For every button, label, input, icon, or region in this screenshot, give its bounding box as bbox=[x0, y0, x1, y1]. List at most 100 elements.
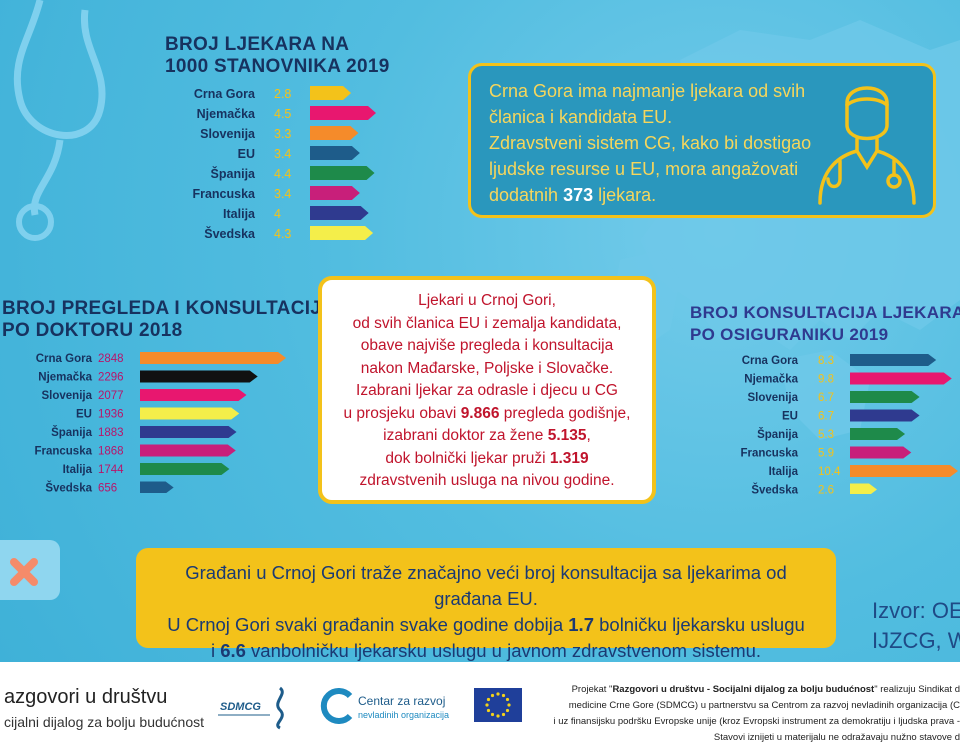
value-label: 2.8 bbox=[274, 87, 291, 101]
doctor-icon bbox=[818, 86, 916, 205]
bar bbox=[850, 446, 912, 459]
bar bbox=[140, 407, 240, 420]
category-label: Italija bbox=[223, 207, 256, 221]
eu-star bbox=[486, 708, 491, 713]
yellow-box-text: Građani u Crnoj Gori traže značajno veći… bbox=[167, 562, 805, 661]
category-label: Španija bbox=[757, 428, 799, 441]
chart-exams-per-doctor: Crna Gora 2848 Njemačka 2296 Slovenija 2077 EU… bbox=[34, 352, 286, 494]
category-label: Francuska bbox=[740, 448, 798, 460]
value-label: 3.4 bbox=[274, 147, 291, 161]
category-label: Francuska bbox=[34, 446, 92, 458]
eu-star bbox=[505, 708, 510, 713]
chart2-title: BROJ PREGLEDA I KONSULTACIJA PO DOKTORU 2… bbox=[2, 298, 336, 341]
bar bbox=[140, 481, 174, 493]
eu-star bbox=[496, 714, 500, 718]
category-label: EU bbox=[238, 147, 255, 161]
category-label: Švedska bbox=[45, 482, 92, 494]
category-label: Francuska bbox=[192, 187, 256, 201]
bar bbox=[850, 372, 952, 385]
eu-star bbox=[486, 697, 491, 702]
value-label: 1883 bbox=[98, 427, 124, 439]
chart1-title: BROJ LJEKARA NA 1000 STANOVNIKA 2019 bbox=[165, 34, 390, 77]
eu-star bbox=[507, 703, 511, 707]
category-label: Italija bbox=[769, 466, 799, 478]
value-label: 10.4 bbox=[818, 466, 841, 478]
eu-star bbox=[501, 693, 506, 698]
bar bbox=[310, 186, 360, 200]
eu-box-text: Crna Gora ima najmanje ljekara od svih č… bbox=[489, 81, 812, 205]
category-label: Njemačka bbox=[38, 372, 92, 384]
value-label: 4.3 bbox=[274, 227, 291, 241]
category-label: Njemačka bbox=[197, 107, 256, 121]
footer-project-subtitle: cijalni dijalog za bolju budućnost bbox=[4, 714, 205, 730]
first-aid-icon bbox=[0, 540, 60, 600]
source-note: Izvor: OECIJZCG, W bbox=[872, 598, 960, 653]
eu-star bbox=[490, 712, 495, 717]
bar bbox=[850, 428, 906, 440]
value-label: 4.5 bbox=[274, 107, 291, 121]
category-label: Crna Gora bbox=[36, 353, 93, 365]
centar-logo-subtitle: nevladinih organizacija bbox=[358, 710, 450, 720]
bar bbox=[140, 352, 286, 364]
category-label: Švedska bbox=[751, 484, 798, 495]
doctors-workload-box: Ljekari u Crnoj Gori, od svih članica EU… bbox=[318, 276, 656, 504]
category-label: Crna Gora bbox=[742, 355, 799, 367]
category-label: Slovenija bbox=[200, 127, 256, 141]
value-label: 3.4 bbox=[274, 187, 291, 201]
stethoscope-icon bbox=[13, 0, 106, 241]
category-label: EU bbox=[76, 409, 92, 421]
value-label: 2296 bbox=[98, 372, 124, 384]
value-label: 6.7 bbox=[818, 411, 834, 423]
bar bbox=[140, 389, 247, 401]
value-label: 1868 bbox=[98, 446, 124, 458]
bar bbox=[850, 391, 920, 403]
value-label: 2848 bbox=[98, 353, 124, 365]
bar bbox=[310, 146, 360, 160]
footer-disclaimer: Projekat "Razgovori u društvu - Socijaln… bbox=[553, 684, 960, 743]
category-label: Njemačka bbox=[744, 374, 798, 386]
value-label: 2077 bbox=[98, 390, 124, 402]
bar bbox=[140, 444, 236, 457]
value-label: 4.4 bbox=[274, 167, 291, 181]
sdmcg-logo-text: SDMCG bbox=[220, 701, 261, 713]
category-label: Italija bbox=[63, 464, 93, 476]
sdmcg-logo: SDMCG bbox=[218, 686, 284, 730]
bar bbox=[850, 354, 937, 366]
value-label: 8.3 bbox=[818, 355, 834, 367]
bar bbox=[310, 226, 374, 240]
centar-logo-title: Centar za razvoj bbox=[358, 694, 446, 708]
category-label: Španija bbox=[211, 166, 257, 181]
category-label: Švedska bbox=[204, 226, 256, 241]
value-label: 9.8 bbox=[818, 374, 834, 386]
bar bbox=[310, 206, 369, 220]
category-label: Slovenija bbox=[748, 392, 799, 404]
value-label: 3.3 bbox=[274, 127, 291, 141]
footer-project-title: azgovori u društvu bbox=[4, 686, 168, 708]
bar bbox=[310, 86, 352, 100]
centar-logo-icon bbox=[320, 688, 353, 724]
category-label: Crna Gora bbox=[194, 87, 256, 101]
value-label: 2.6 bbox=[818, 485, 834, 495]
bar bbox=[850, 409, 920, 422]
bar bbox=[850, 483, 877, 494]
value-label: 6.7 bbox=[818, 392, 834, 404]
value-label: 656 bbox=[98, 483, 117, 494]
value-label: 1936 bbox=[98, 409, 124, 421]
category-label: EU bbox=[782, 411, 798, 423]
bar bbox=[310, 126, 359, 140]
chart-doctors-per-1000: Crna Gora 2.8 Njemačka 4.5 Slovenija 3.3 EU 3.4… bbox=[192, 86, 376, 241]
bar bbox=[310, 106, 376, 120]
bar bbox=[140, 463, 230, 475]
eu-star bbox=[490, 693, 495, 698]
eu-star bbox=[496, 692, 500, 696]
chart3-title: BROJ KONSULTACIJA LJEKARA PO OSIGURANIKU … bbox=[690, 303, 960, 344]
bar bbox=[850, 465, 958, 477]
mid-box-text: Ljekari u Crnoj Gori, od svih članica EU… bbox=[343, 292, 631, 489]
category-label: Slovenija bbox=[42, 390, 93, 402]
value-label: 1744 bbox=[98, 464, 124, 476]
eu-flag-icon bbox=[474, 688, 522, 722]
chart-consultations-per-insured: Crna Gora 8.3 Njemačka 9.8 Slovenija 6.7 EU 6.7… bbox=[740, 354, 958, 495]
citizens-consultations-box: Građani u Crnoj Gori traže značajno veći… bbox=[136, 548, 836, 661]
value-label: 5.3 bbox=[818, 429, 834, 441]
bar bbox=[310, 166, 375, 180]
